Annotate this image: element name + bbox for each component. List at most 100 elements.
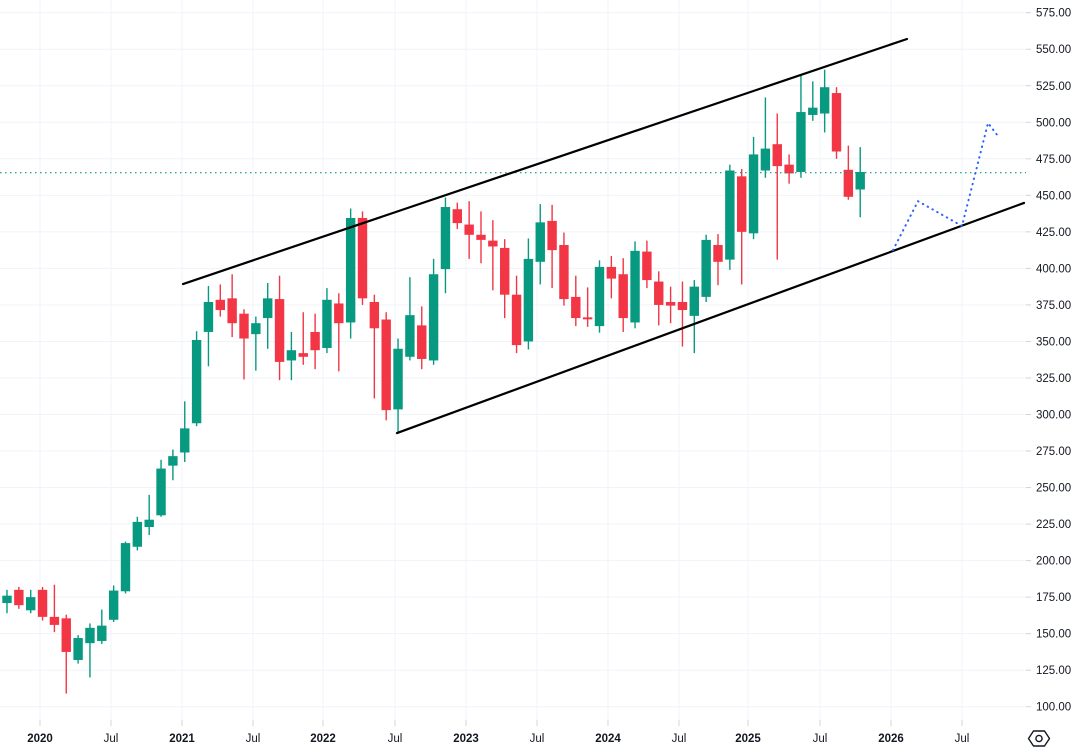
candle-body bbox=[393, 348, 403, 410]
candle-body bbox=[417, 325, 427, 359]
candle-body bbox=[819, 87, 830, 114]
candle-body bbox=[582, 317, 593, 320]
candle-body bbox=[654, 281, 664, 305]
candle bbox=[737, 169, 747, 285]
candle bbox=[49, 584, 60, 633]
price-axis-label: 575.00 bbox=[1036, 8, 1071, 20]
candle-body bbox=[49, 616, 60, 625]
candle bbox=[630, 241, 640, 329]
candle-body bbox=[606, 266, 617, 279]
time-axis[interactable]: 2020 Jul 2021 Jul 2022 Jul 2023 Jul 2024 Jul 2025 J… bbox=[27, 720, 969, 745]
candle-body bbox=[843, 169, 854, 197]
candle-body bbox=[227, 298, 237, 324]
candle bbox=[476, 211, 486, 264]
candle-body bbox=[381, 319, 391, 411]
channel-upper-trendline[interactable] bbox=[181, 37, 909, 286]
candle bbox=[108, 585, 119, 622]
candle-body bbox=[144, 519, 154, 528]
candle bbox=[855, 147, 865, 218]
candle bbox=[180, 401, 190, 462]
candle-body bbox=[772, 144, 782, 167]
candle bbox=[665, 286, 676, 324]
time-axis-label: Jul bbox=[530, 733, 545, 745]
candle-body bbox=[14, 589, 24, 606]
candle-body bbox=[369, 301, 380, 329]
candle-body bbox=[642, 251, 652, 281]
candle bbox=[227, 274, 237, 338]
candle bbox=[334, 293, 344, 372]
eye-icon[interactable] bbox=[1027, 730, 1051, 747]
candle bbox=[73, 635, 83, 664]
candle bbox=[642, 240, 652, 289]
candle-body bbox=[594, 266, 605, 327]
candle-body bbox=[310, 331, 320, 351]
time-axis-label: 2026 bbox=[878, 733, 904, 745]
candle-body bbox=[452, 209, 462, 224]
candles-series bbox=[2, 69, 865, 694]
trendline-drawings[interactable] bbox=[181, 37, 1026, 435]
candle-body bbox=[334, 303, 344, 324]
candle bbox=[14, 586, 24, 609]
candle-body bbox=[180, 428, 190, 453]
candle bbox=[357, 211, 368, 305]
candle bbox=[191, 331, 202, 427]
candle bbox=[239, 309, 249, 380]
candle bbox=[713, 234, 723, 286]
price-axis-label: 175.00 bbox=[1036, 592, 1071, 604]
candle bbox=[251, 316, 261, 371]
candle bbox=[654, 271, 664, 326]
candle-body bbox=[737, 176, 747, 232]
candle bbox=[701, 234, 711, 302]
time-axis-label: Jul bbox=[388, 733, 403, 745]
candle bbox=[452, 202, 462, 229]
price-axis-label: 425.00 bbox=[1036, 227, 1071, 239]
time-axis-label: Jul bbox=[104, 733, 119, 745]
candle bbox=[535, 204, 545, 285]
price-axis-label: 550.00 bbox=[1036, 44, 1071, 56]
price-axis-label: 500.00 bbox=[1036, 117, 1071, 129]
candle-body bbox=[263, 298, 273, 319]
candle bbox=[369, 294, 380, 399]
candle-body bbox=[357, 217, 368, 299]
candle-body bbox=[168, 456, 178, 466]
candle bbox=[582, 287, 593, 327]
candle-body bbox=[500, 247, 510, 295]
channel-lower-trendline[interactable] bbox=[395, 201, 1026, 435]
forecast-dotted-path[interactable] bbox=[892, 122, 998, 252]
candle bbox=[760, 97, 771, 178]
time-axis-label: 2024 bbox=[595, 733, 621, 745]
candle-body bbox=[808, 107, 818, 115]
candle-body bbox=[239, 313, 249, 339]
candle bbox=[594, 260, 605, 333]
candle bbox=[298, 312, 308, 365]
time-axis-label: 2023 bbox=[453, 733, 479, 745]
time-axis-label: 2020 bbox=[27, 733, 53, 745]
candle bbox=[85, 623, 95, 678]
candle-body bbox=[132, 521, 143, 547]
candle-body bbox=[156, 468, 166, 516]
candle-body bbox=[37, 589, 48, 617]
candle-body bbox=[689, 286, 699, 316]
candle bbox=[831, 87, 842, 159]
price-axis-label: 375.00 bbox=[1036, 300, 1071, 312]
candle-body bbox=[571, 296, 581, 319]
forecast-path-drawing[interactable] bbox=[892, 122, 998, 252]
candle bbox=[97, 609, 107, 644]
candle bbox=[37, 586, 48, 621]
time-axis-label: Jul bbox=[246, 733, 261, 745]
candle bbox=[61, 614, 71, 694]
candle-body bbox=[440, 207, 451, 270]
candle-body bbox=[286, 350, 297, 361]
price-axis-label: 475.00 bbox=[1036, 154, 1071, 166]
candle bbox=[748, 136, 759, 240]
eye-icon-pupil bbox=[1035, 734, 1043, 743]
candle-body bbox=[748, 154, 759, 234]
time-axis-label: Jul bbox=[813, 733, 828, 745]
candle bbox=[274, 275, 285, 381]
candle-body bbox=[85, 627, 95, 644]
price-axis[interactable]: 575.00 550.00 525.00 500.00 475.00 450.00 425.… bbox=[1026, 8, 1071, 714]
price-axis-label: 325.00 bbox=[1036, 373, 1071, 385]
candle-body bbox=[191, 339, 202, 424]
